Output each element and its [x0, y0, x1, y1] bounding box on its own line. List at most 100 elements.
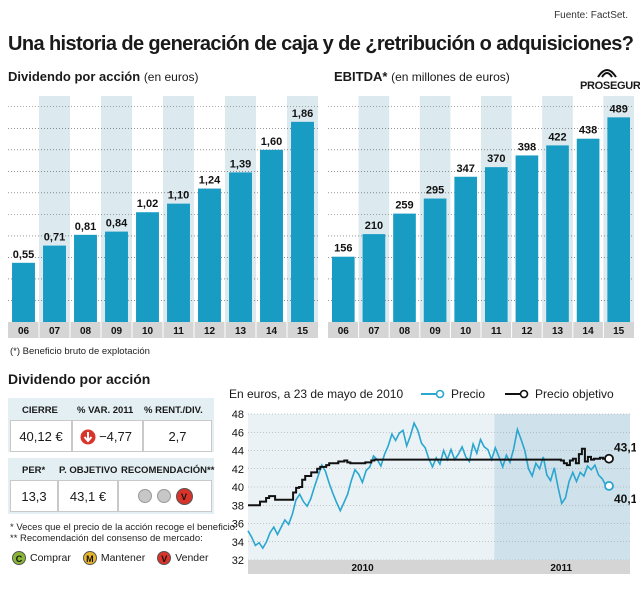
ebitda-value-label: 295 [426, 185, 444, 197]
page-title: Una historia de generación de caja y de … [8, 33, 634, 55]
ebitda-bar [607, 117, 631, 322]
note-per: * Veces que el precio de la acción recog… [10, 522, 238, 533]
objetivo-value: 43,1 € [58, 480, 118, 512]
line-axis-band [248, 560, 630, 574]
recommendation-cell: V [118, 480, 212, 512]
reco-legend: C Comprar M Mantener V Vender [12, 551, 208, 565]
y-tick-label: 34 [232, 537, 244, 549]
line-chart-legend: Precio Precio objetivo [421, 387, 614, 401]
dividend-value-label: 1,86 [292, 108, 313, 120]
dividend-bar [198, 188, 221, 322]
ebitda-bar [331, 256, 355, 322]
ebitda-value-label: 347 [457, 163, 475, 175]
x-tick-label: 2010 [351, 563, 374, 574]
ebitda-tick-label: 11 [491, 326, 502, 337]
dividend-bar-chart: 0,55 06 0,71 07 0,81 08 0,84 09 1,02 10 1,10 11 1,24… [8, 96, 318, 338]
ebitda-bar [454, 176, 478, 322]
comprar-label: Comprar [30, 552, 71, 564]
cierre-value: 40,12 € [10, 420, 72, 452]
line-chart-title: En euros, a 23 de mayo de 2010 [229, 387, 404, 401]
header-per: PER* [22, 465, 46, 476]
price-line [247, 420, 607, 550]
dividend-tick-label: 12 [204, 326, 216, 337]
dividend-table-title: Dividendo por acción [8, 371, 151, 387]
ebitda-value-label: 259 [395, 200, 413, 212]
ebitda-unit-text: (en millones de euros) [391, 70, 510, 84]
dividend-bar [291, 121, 314, 322]
ebitda-tick-label: 06 [338, 326, 350, 337]
vender-icon: V [157, 551, 172, 565]
ebitda-value-label: 398 [518, 141, 536, 153]
ebitda-tick-label: 15 [613, 326, 625, 337]
ebitda-tick-label: 07 [368, 326, 380, 337]
header-rent: % RENT./DIV. [144, 405, 203, 416]
price-end-marker [604, 481, 614, 491]
target-end-marker [604, 453, 614, 464]
dividend-chart-title: Dividendo por acción (en euros) [8, 69, 199, 84]
ebitda-tick-label: 13 [552, 326, 564, 337]
logo-mark-icon [597, 69, 617, 78]
target-end-label: 43,10 [614, 441, 636, 455]
ebitda-value-label: 156 [334, 243, 352, 255]
dividend-value-label: 1,02 [137, 198, 158, 210]
ebitda-footnote: (*) Beneficio bruto de explotación [10, 346, 150, 357]
per-value: 13,3 [10, 480, 58, 512]
dividend-value-label: 0,55 [13, 249, 34, 261]
target-legend-swatch [505, 389, 529, 399]
dividend-tick-label: 06 [18, 326, 30, 337]
ebitda-tick-label: 14 [583, 326, 595, 337]
dividend-value-label: 1,39 [230, 158, 251, 170]
ebitda-bar-chart: 156 06 210 07 259 08 295 09 347 10 370 11 398 12 422 13… [328, 96, 634, 338]
y-tick-label: 36 [232, 519, 244, 531]
dividend-tick-label: 13 [235, 326, 247, 337]
dividend-bar [229, 172, 252, 322]
ebitda-value-label: 438 [579, 125, 597, 137]
header-cierre: CIERRE [22, 405, 58, 416]
ebitda-value-label: 210 [365, 220, 383, 232]
ebitda-title-text: EBITDA* [334, 69, 388, 84]
down-arrow-icon [80, 429, 96, 445]
header-var: % VAR. 2011 [77, 405, 134, 416]
y-tick-label: 32 [232, 555, 244, 567]
ebitda-bar [423, 198, 447, 322]
dividend-bar [105, 231, 128, 322]
y-tick-label: 38 [232, 500, 244, 512]
ebitda-value-label: 370 [487, 153, 505, 165]
dividend-value-label: 1,10 [168, 190, 189, 202]
dividend-value-label: 0,71 [44, 232, 65, 244]
ebitda-bar [576, 138, 600, 322]
reco-m-icon [156, 489, 171, 503]
price-end-label: 40,12 [614, 492, 636, 506]
ebitda-bar [515, 155, 539, 322]
dividend-bar [167, 203, 190, 322]
ebitda-bar [484, 167, 508, 322]
ebitda-value-label: 489 [610, 103, 628, 115]
dividend-tick-label: 08 [80, 326, 92, 337]
y-tick-label: 40 [232, 482, 244, 494]
ebitda-value-label: 422 [548, 131, 566, 143]
dividend-bar [43, 245, 66, 322]
comprar-icon: C [12, 551, 26, 565]
var-cell: −4,77 [72, 420, 143, 452]
ebitda-tick-label: 08 [399, 326, 411, 337]
logo-text: PROSEGUR [580, 80, 640, 92]
var-value: −4,77 [99, 428, 132, 444]
ebitda-bar [362, 234, 386, 322]
dividend-tick-label: 11 [173, 326, 184, 337]
dividend-value-label: 0,81 [75, 221, 96, 233]
y-tick-label: 48 [232, 409, 244, 421]
header-recomendacion: RECOMENDACIÓN** [121, 465, 215, 476]
dividend-value-label: 1,60 [261, 136, 282, 148]
price-line-chart: 32 34 36 38 40 42 44 46 48 2010 2011 40,12 43,10 [232, 409, 636, 574]
dividend-bar [136, 212, 159, 322]
ebitda-tick-label: 10 [460, 326, 472, 337]
ebitda-bar [393, 213, 416, 322]
target-legend-label: Precio objetivo [535, 387, 614, 401]
dividend-unit-text: (en euros) [143, 70, 199, 84]
source-note: Fuente: FactSet. [554, 10, 628, 21]
ebitda-bar [546, 145, 569, 322]
dividend-bar [260, 149, 283, 322]
dividend-tick-label: 07 [49, 326, 61, 337]
dividend-tick-label: 14 [266, 326, 278, 337]
dividend-tick-label: 15 [297, 326, 309, 337]
